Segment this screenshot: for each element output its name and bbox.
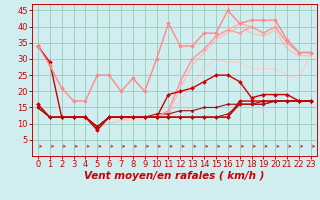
X-axis label: Vent moyen/en rafales ( km/h ): Vent moyen/en rafales ( km/h ) (84, 171, 265, 181)
